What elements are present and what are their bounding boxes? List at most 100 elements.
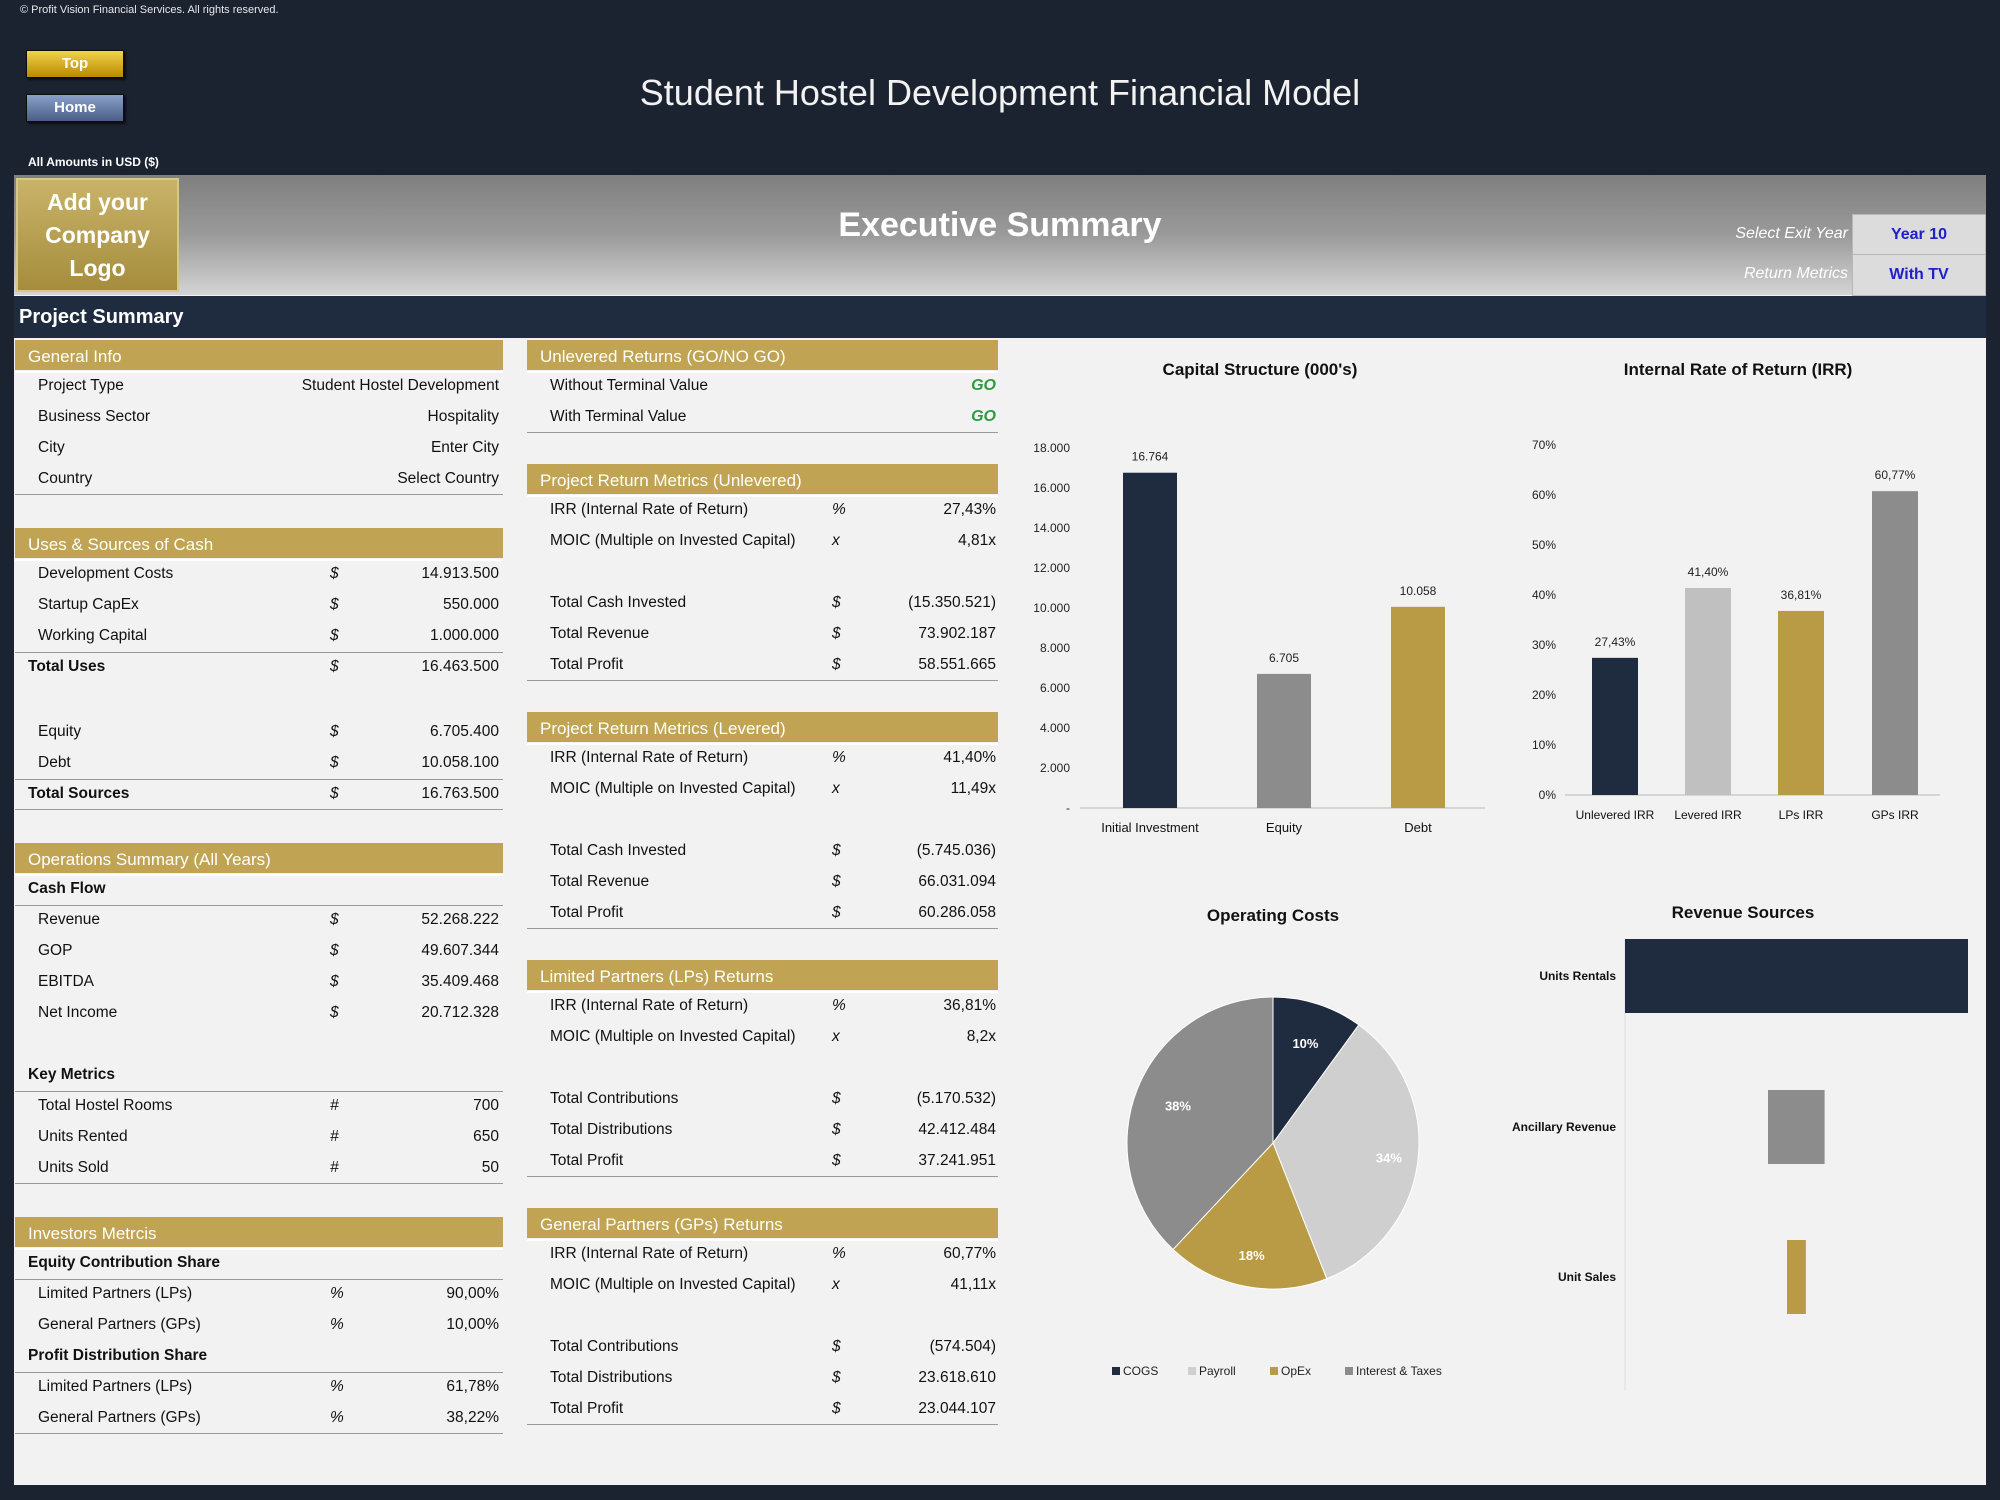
table-row: MOIC (Multiple on Invested Capital) x 4,81… — [527, 526, 998, 557]
divider-line — [527, 680, 998, 681]
table-row: Units Sold #50 — [15, 1153, 503, 1184]
divider-line — [15, 559, 503, 561]
table-row: MOIC (Multiple on Invested Capital) x 41,1… — [527, 1270, 998, 1301]
exit-year-select[interactable]: Year 10 — [1852, 214, 1986, 256]
y-tick-label: 18.000 — [1033, 441, 1070, 455]
row-value: 73.902.187 — [918, 625, 996, 642]
row-label: MOIC (Multiple on Invested Capital) — [550, 1276, 796, 1293]
row-value: 52.268.222 — [421, 911, 499, 928]
row-unit: $ — [832, 842, 841, 859]
bar-debt — [1391, 606, 1445, 808]
x-tick-label: Initial Investment — [1101, 820, 1199, 835]
divider-line — [527, 1424, 998, 1425]
row-value: 20.712.328 — [421, 1004, 499, 1021]
table-row: Business Sector Hospitality — [15, 402, 503, 433]
legend-label: OpEx — [1281, 1364, 1311, 1378]
return-metrics-select[interactable]: With TV — [1852, 254, 1986, 296]
table-row: Total Contributions $ (574.504) — [527, 1332, 998, 1363]
y-tick-label: 10.000 — [1033, 601, 1070, 615]
project-summary-bar: Project Summary — [14, 296, 1986, 338]
bar-ancillary-revenue — [1768, 1090, 1825, 1164]
bar-gps-irr — [1872, 491, 1918, 795]
executive-summary-title: Executive Summary — [838, 206, 1162, 244]
table-row: Total Cash Invested $ (5.745.036) — [527, 836, 998, 867]
chart-title: Revenue Sources — [1672, 903, 1815, 922]
pie-slice-cogs — [1272, 996, 1360, 1145]
table-row: MOIC (Multiple on Invested Capital) x 11,4… — [527, 774, 998, 805]
row-label: Total Contributions — [550, 1338, 679, 1355]
data-label: 10% — [1292, 1036, 1318, 1051]
row-label: Development Costs — [38, 565, 174, 582]
y-tick-label: 60% — [1532, 488, 1556, 502]
x-tick-label: Debt — [1404, 820, 1432, 835]
table-row: Total Contributions $ (5.170.532) — [527, 1084, 998, 1115]
row-unit: % — [832, 749, 846, 766]
divider-line — [15, 1279, 503, 1280]
x-tick-label: Levered IRR — [1674, 808, 1742, 822]
table-row: IRR (Internal Rate of Return)% 60,77% — [527, 1239, 998, 1270]
home-button[interactable]: Home — [26, 94, 124, 122]
row-label: Without Terminal Value — [550, 377, 708, 394]
row-unit: $ — [832, 1338, 841, 1355]
row-value: 90,00% — [446, 1285, 499, 1302]
summary-banner — [14, 175, 1986, 295]
top-button[interactable]: Top — [26, 50, 124, 78]
table-row: Units Rented #650 — [15, 1122, 503, 1153]
section-header: General Info — [15, 340, 503, 370]
table-row: With Terminal Value GO — [527, 402, 998, 433]
row-value: 61,78% — [446, 1378, 499, 1395]
y-tick-label: 4.000 — [1040, 721, 1070, 735]
row-value: 23.618.610 — [918, 1369, 996, 1386]
y-tick-label: 16.000 — [1033, 481, 1070, 495]
subsection-label: Cash Flow — [15, 874, 503, 905]
y-tick-label: 14.000 — [1033, 521, 1070, 535]
row-label: IRR (Internal Rate of Return) — [550, 749, 749, 766]
divider-line — [527, 495, 998, 497]
row-value: 42.412.484 — [918, 1121, 996, 1138]
row-value: 10,00% — [446, 1316, 499, 1333]
bar-unit-sales — [1787, 1240, 1806, 1314]
table-row: Total Distributions $23.618.610 — [527, 1363, 998, 1394]
divider-line — [15, 1248, 503, 1250]
row-unit: $ — [330, 942, 339, 959]
left-column: General Info Project Type Student Hostel D… — [15, 340, 503, 1440]
section-header: Investors Metrcis — [15, 1217, 503, 1247]
divider-line — [527, 991, 998, 993]
row-unit: $ — [330, 973, 339, 990]
copyright-notice: © Profit Vision Financial Services. All … — [20, 4, 279, 16]
row-value: (5.170.532) — [916, 1090, 996, 1107]
currency-note: All Amounts in USD ($) — [28, 155, 159, 169]
bar-units-rentals — [1625, 939, 1968, 1013]
row-value: GO — [971, 377, 996, 394]
row-value: 35.409.468 — [421, 973, 499, 990]
divider-line — [15, 1091, 503, 1092]
subsection-label: Key Metrics — [15, 1060, 503, 1091]
table-row: Total Revenue $66.031.094 — [527, 867, 998, 898]
bar-lps-irr — [1778, 610, 1824, 795]
pie-slice-opex — [1172, 1142, 1328, 1290]
row-label: Total Profit — [550, 656, 624, 673]
chart-title: Capital Structure (000's) — [1163, 360, 1358, 379]
row-label: Total Distributions — [550, 1121, 673, 1138]
table-row: Total Cash Invested $ (15.350.521) — [527, 588, 998, 619]
row-value: 10.058.100 — [421, 754, 499, 771]
legend-swatch — [1345, 1367, 1353, 1375]
company-logo-placeholder[interactable]: Add your Company Logo — [16, 178, 179, 292]
table-row: Working Capital $1.000.000 — [15, 621, 503, 652]
row-unit: # — [330, 1097, 339, 1114]
row-label: Total Revenue — [550, 625, 650, 642]
row-label: Total Hostel Rooms — [38, 1097, 173, 1114]
x-tick-label: Equity — [1266, 820, 1303, 835]
row-label: City — [38, 439, 65, 456]
row-value: 50 — [481, 1159, 499, 1176]
row-value: 60.286.058 — [918, 904, 996, 921]
row-label: Country — [38, 470, 93, 487]
table-row: GOP $49.607.344 — [15, 936, 503, 967]
row-label: Total Sources — [28, 785, 130, 802]
row-label: Units Sold — [38, 1159, 109, 1176]
row-label: Business Sector — [38, 408, 150, 425]
row-unit: $ — [832, 873, 841, 890]
section-header: Operations Summary (All Years) — [15, 843, 503, 873]
row-label: MOIC (Multiple on Invested Capital) — [550, 1028, 796, 1045]
table-row: Equity $6.705.400 — [15, 717, 503, 748]
